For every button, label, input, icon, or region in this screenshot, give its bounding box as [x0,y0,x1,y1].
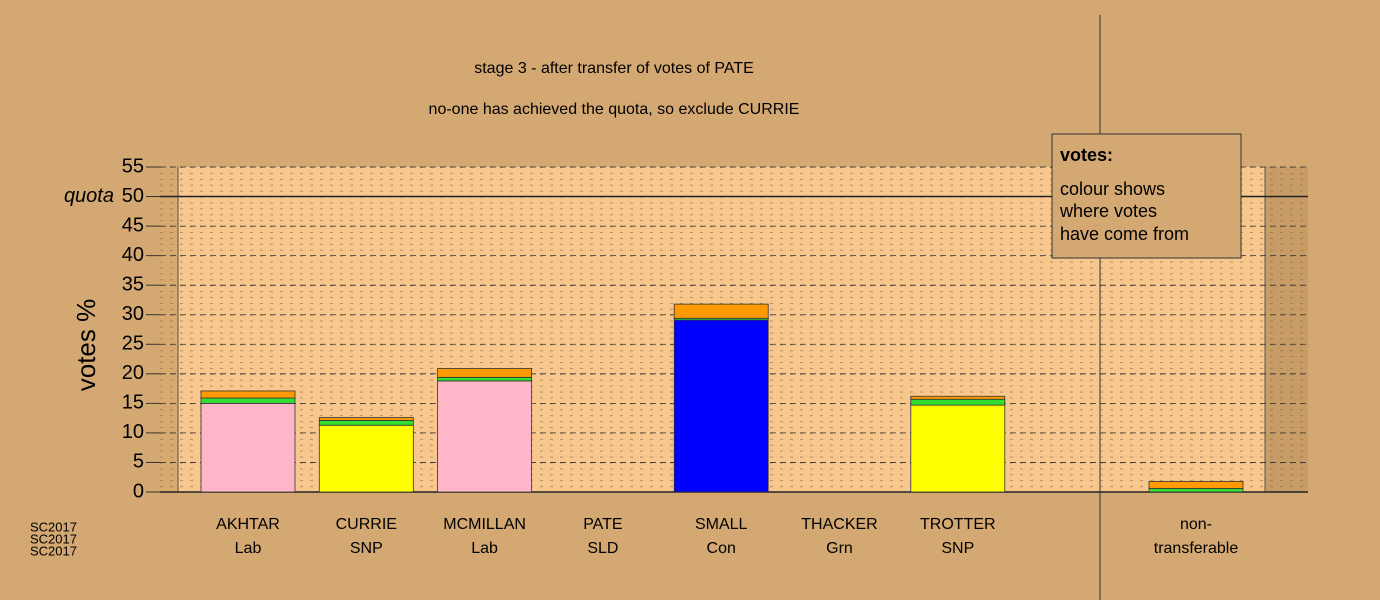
bar-segment [1148,488,1244,493]
y-tick-label: 30 [122,303,144,325]
y-tick-label: 25 [122,333,144,355]
x-tick-label: SMALL [695,516,748,533]
bar-segment [910,404,1006,493]
y-axis-label: votes % [71,299,101,392]
bar-segment [200,390,296,399]
bar-segment [318,420,414,426]
bar-segment [437,368,533,378]
bars [200,303,1244,493]
watermark: SC2017 [30,531,77,546]
watermark: SC2017 [30,543,77,558]
x-tick-sublabel: Con [707,540,736,557]
chart-subtitle: no-one has achieved the quota, so exclud… [429,101,800,118]
bar-segment [910,395,1006,400]
x-tick-label: AKHTAR [216,516,280,533]
y-tick-label: 10 [122,421,144,443]
y-tick-label: 5 [133,451,144,473]
bar-segment [318,417,414,421]
y-tick-label: 50 [122,185,144,207]
bar-segment [200,402,296,493]
y-tick-label: 20 [122,362,144,384]
note-title: votes: [1060,145,1113,165]
x-tick-sublabel: transferable [1154,540,1239,557]
note-frame [1051,133,1242,259]
y-tick-label: 45 [122,214,144,236]
x-tick-label: TROTTER [920,516,996,533]
note-box: votes: colour shows where votes have com… [1051,133,1242,259]
note-line: have come from [1060,224,1189,244]
y-tick-label: 15 [122,392,144,414]
x-tick-sublabel: Grn [826,540,853,557]
chart-title: stage 3 - after transfer of votes of PAT… [474,60,754,77]
x-tick-sublabel: SNP [350,540,383,557]
x-tick-sublabel: Lab [235,540,262,557]
quota-label: quota [64,185,114,207]
x-tick-sublabel: Lab [471,540,498,557]
x-tick-label: non- [1180,516,1212,533]
bar-segment [437,376,533,382]
y-tick-label: 0 [133,480,144,502]
bar-segment [200,397,296,404]
bar-segment [673,319,769,493]
x-tick-sublabel: SLD [587,540,618,557]
note-line: colour shows [1060,179,1165,199]
y-tick-label: 40 [122,244,144,266]
x-tick-label: MCMILLAN [443,516,526,533]
bar-segment [318,424,414,493]
bar-segment [673,303,769,319]
y-tick-label: 55 [122,155,144,177]
x-tick-label: THACKER [801,516,877,533]
watermark: SC2017 [30,519,77,534]
bar-segment [910,398,1006,406]
note-line: where votes [1059,201,1157,221]
bar-segment [1148,480,1244,489]
x-tick-label: CURRIE [336,516,397,533]
x-tick-label: PATE [583,516,622,533]
x-tick-sublabel: SNP [941,540,974,557]
bar-segment [437,380,533,493]
y-tick-label: 35 [122,273,144,295]
